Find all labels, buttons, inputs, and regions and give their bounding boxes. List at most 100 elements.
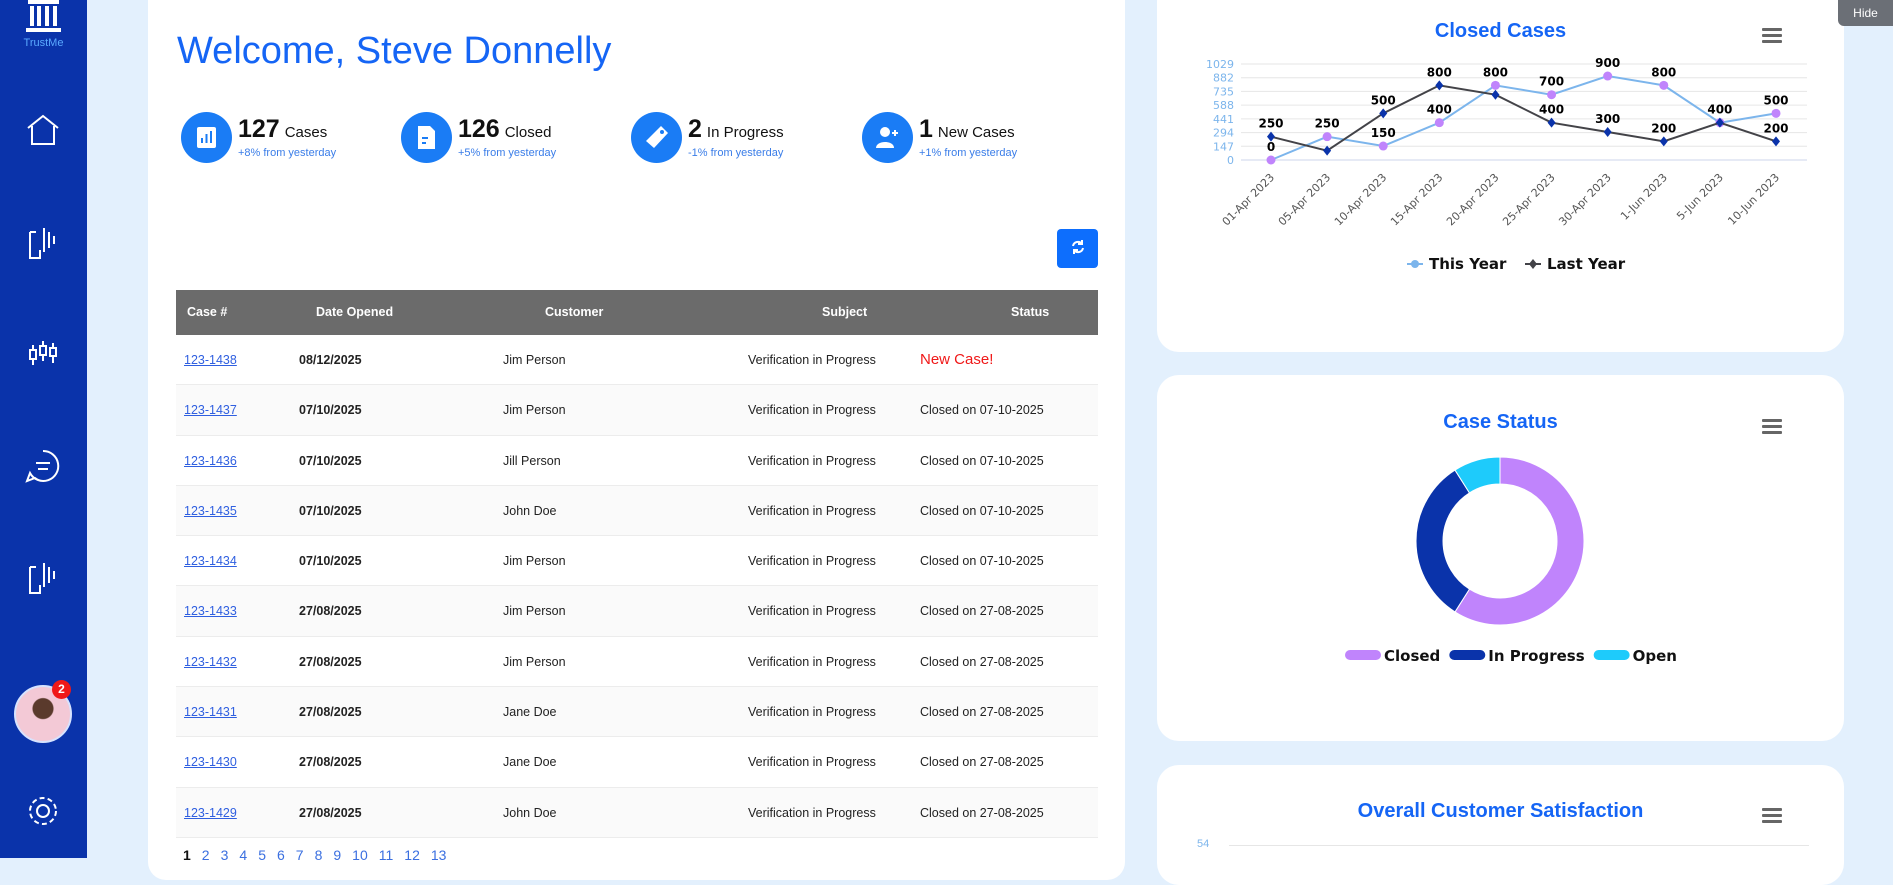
stat-change: +5% from yesterday — [458, 147, 557, 159]
data-point — [1267, 131, 1275, 142]
chart-title: Overall Customer Satisfaction — [1357, 800, 1644, 822]
data-point — [1659, 80, 1669, 90]
refresh-button[interactable] — [1057, 229, 1098, 268]
header-status[interactable]: Status — [1011, 305, 1050, 319]
stat-change: +1% from yesterday — [919, 147, 1018, 159]
legend-item: Last Year — [1547, 255, 1626, 273]
logo[interactable]: TrustMe — [0, 0, 87, 49]
page-link[interactable]: 13 — [430, 847, 447, 863]
y-tick-label: 735 — [1213, 85, 1234, 98]
case-link[interactable]: 123-1434 — [184, 554, 237, 569]
page-link[interactable]: 5 — [258, 847, 266, 863]
pagination: 1 2 3 4 5 6 7 8 9 10 11 12 13 — [183, 847, 457, 863]
case-link[interactable]: 123-1438 — [184, 353, 237, 367]
chart-menu-button[interactable] — [1762, 808, 1782, 824]
data-point — [1659, 136, 1668, 147]
data-point — [1266, 155, 1276, 165]
date-opened: 07/10/2025 — [299, 453, 362, 468]
data-label: 700 — [1539, 75, 1564, 89]
table-header: Case # Date Opened Customer Subject Stat… — [176, 290, 1098, 335]
case-status-card: Case Status — [1157, 375, 1844, 741]
case-link[interactable]: 123-1433 — [184, 604, 237, 619]
status: Closed on 27-08-2025 — [920, 755, 1044, 770]
customer: Jill Person — [503, 453, 561, 468]
settings-icon[interactable] — [22, 790, 64, 832]
data-label: 400 — [1707, 103, 1732, 117]
header-subject[interactable]: Subject — [822, 305, 868, 319]
data-point — [1322, 132, 1332, 142]
hide-button[interactable]: Hide — [1838, 0, 1893, 26]
page-link[interactable]: 3 — [220, 847, 229, 863]
header-customer[interactable]: Customer — [545, 305, 604, 319]
chart-menu-button[interactable] — [1762, 28, 1782, 44]
page-link[interactable]: 11 — [378, 847, 394, 863]
case-link[interactable]: 123-1429 — [184, 805, 237, 820]
page-link[interactable]: 7 — [295, 847, 304, 863]
phone-signal-icon[interactable] — [22, 557, 64, 599]
stat-change: +8% from yesterday — [238, 147, 337, 159]
phone-signal-icon[interactable] — [22, 222, 64, 264]
header-date[interactable]: Date Opened — [316, 305, 394, 319]
logo-text: TrustMe — [23, 37, 64, 49]
status: New Case! — [920, 351, 994, 368]
data-label: 0 — [1267, 140, 1275, 154]
customer: Jim Person — [503, 554, 566, 569]
page-link[interactable]: 2 — [201, 847, 210, 863]
x-tick-label: 01-Apr 2023 — [1220, 171, 1277, 228]
case-link[interactable]: 123-1431 — [184, 705, 237, 720]
legend-symbol — [1345, 650, 1381, 660]
customer: John Doe — [503, 805, 557, 820]
data-point — [1434, 118, 1444, 128]
page-link[interactable]: 9 — [333, 847, 342, 863]
page-link[interactable]: 6 — [276, 847, 285, 863]
data-label: 800 — [1483, 65, 1508, 79]
page-link[interactable]: 1 — [183, 847, 191, 863]
customer: Jim Person — [503, 604, 566, 619]
chat-icon[interactable] — [22, 445, 64, 487]
table-row: 123-1433 27/08/2025 Jim Person Verificat… — [176, 586, 1098, 637]
refresh-icon — [1071, 240, 1084, 254]
header-case[interactable]: Case # — [187, 305, 228, 319]
stat-value: 126 Closed — [458, 115, 552, 143]
case-link[interactable]: 123-1435 — [184, 503, 237, 518]
bank-icon — [26, 0, 61, 32]
cases-table: Case # Date Opened Customer Subject Stat… — [176, 290, 1098, 838]
customer: Jane Doe — [503, 705, 557, 720]
chart-menu-button[interactable] — [1762, 419, 1782, 435]
page-link[interactable]: 12 — [404, 847, 420, 863]
data-label: 250 — [1315, 117, 1340, 131]
home-icon[interactable] — [22, 110, 64, 152]
date-opened: 07/10/2025 — [299, 503, 362, 518]
case-link[interactable]: 123-1437 — [184, 403, 237, 418]
x-tick-label: 05-Apr 2023 — [1276, 171, 1333, 228]
x-tick-label: 15-Apr 2023 — [1388, 171, 1445, 228]
data-point — [1491, 89, 1500, 100]
legend-item: This Year — [1429, 255, 1507, 273]
data-label: 150 — [1371, 126, 1396, 140]
stat-change: -1% from yesterday — [688, 147, 784, 159]
candlestick-icon[interactable] — [22, 333, 64, 375]
table-row: 123-1437 07/10/2025 Jim Person Verificat… — [176, 385, 1098, 436]
subject: Verification in Progress — [748, 403, 876, 418]
subject: Verification in Progress — [748, 353, 876, 367]
stat-value: 127 Cases — [238, 115, 328, 143]
series-line — [1270, 75, 1777, 161]
satisfaction-card: Overall Customer Satisfaction 54 — [1157, 765, 1844, 885]
case-link[interactable]: 123-1430 — [184, 755, 237, 770]
page-link[interactable]: 8 — [314, 847, 323, 863]
y-tick-label: 441 — [1213, 113, 1234, 126]
status: Closed on 27-08-2025 — [920, 654, 1044, 669]
case-link[interactable]: 123-1436 — [184, 453, 237, 468]
x-tick-label: 20-Apr 2023 — [1444, 171, 1501, 228]
data-point — [1715, 117, 1724, 128]
page-link[interactable]: 4 — [239, 847, 248, 863]
customer: Jim Person — [503, 403, 566, 418]
closed-cases-card: Closed Cases — [1157, 0, 1844, 352]
table-row: 123-1438 08/12/2025 Jim Person Verificat… — [176, 335, 1098, 386]
page-link[interactable]: 10 — [352, 847, 368, 863]
case-link[interactable]: 123-1432 — [184, 654, 237, 669]
chart-title: Closed Cases — [1434, 20, 1567, 42]
legend-marker — [1529, 259, 1537, 269]
data-label: 500 — [1371, 93, 1396, 107]
